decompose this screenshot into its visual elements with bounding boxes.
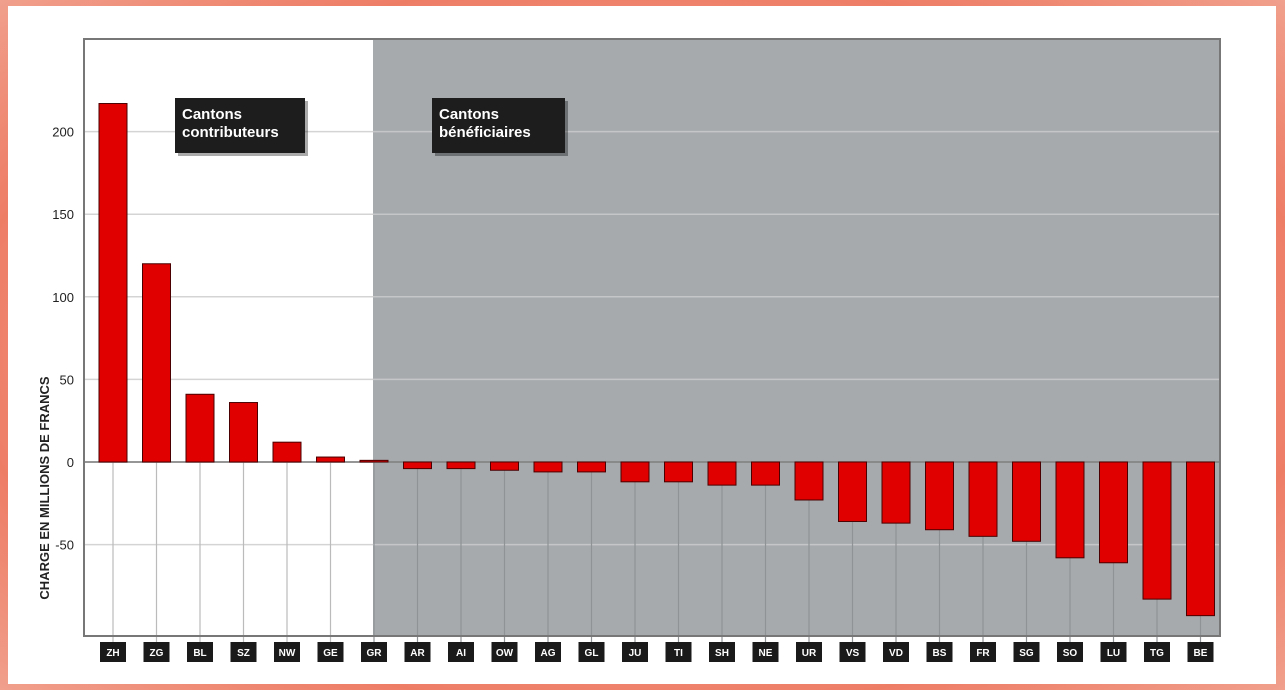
contributors-annotation [175, 98, 305, 153]
category-label-zh: ZH [106, 648, 119, 659]
bar-nw [272, 441, 302, 463]
bar-lu [1099, 461, 1128, 564]
y-tick-label: 200 [52, 125, 74, 140]
y-axis-label: CHARGE EN MILLIONS DE FRANCS [37, 376, 52, 600]
category-label-box [665, 642, 692, 662]
category-label-box [1013, 642, 1040, 662]
bar-ti [664, 461, 693, 483]
category-label-ur: UR [802, 648, 817, 659]
bar-zg [142, 263, 171, 463]
bar-ne [751, 461, 780, 486]
category-label-box [491, 642, 518, 662]
bar-sh [707, 461, 737, 486]
beneficiaries-annotation-line2: bénéficiaires [439, 124, 531, 141]
category-label-box [970, 642, 996, 662]
category-label-ti: TI [674, 648, 683, 659]
bar-ag [533, 461, 563, 473]
y-tick-label: 0 [67, 455, 74, 470]
bar-ur [794, 461, 824, 501]
category-label-box [187, 642, 213, 662]
category-label-box [1187, 642, 1214, 662]
category-label-nw: NW [279, 648, 296, 659]
category-label-ne: NE [759, 648, 773, 659]
beneficiaries-annotation-line1: Cantons [439, 106, 499, 123]
bar-ar [403, 461, 432, 470]
category-label-box [1057, 642, 1083, 662]
category-label-box [274, 642, 300, 662]
bar-vs [838, 461, 867, 522]
y-tick-label: 150 [52, 207, 74, 222]
category-label-box [926, 642, 953, 662]
category-label-box [752, 642, 779, 662]
bar-bs [925, 461, 954, 531]
category-label-box [404, 642, 431, 662]
category-label-bs: BS [933, 648, 947, 659]
category-label-box [448, 642, 474, 662]
category-label-tg: TG [1150, 648, 1164, 659]
category-label-gr: GR [367, 648, 383, 659]
bar-ju [620, 461, 650, 483]
category-label-vs: VS [846, 648, 860, 659]
category-label-box [883, 642, 909, 662]
category-label-box [317, 642, 344, 662]
category-label-ju: JU [629, 648, 642, 659]
bar-ge [316, 456, 345, 463]
category-label-box [578, 642, 605, 662]
y-tick-label: -50 [55, 538, 74, 553]
bar-gr [359, 459, 389, 463]
category-label-box [361, 642, 387, 662]
bar-zh [98, 103, 128, 463]
category-label-sg: SG [1019, 648, 1034, 659]
y-tick-label: 50 [60, 372, 74, 387]
category-label-gl: GL [585, 648, 599, 659]
chart-frame: 200 150 100 50 0 -50 CHARGE EN MILLIONS DE FRA… [8, 6, 1276, 684]
category-label-box [796, 642, 822, 662]
category-label-box [622, 642, 648, 662]
category-label-ar: AR [410, 648, 425, 659]
bar-sz [229, 402, 258, 463]
category-label-sh: SH [715, 648, 729, 659]
category-label-fr: FR [976, 648, 990, 659]
bar-so [1055, 461, 1085, 559]
bar-ow [490, 461, 519, 471]
plot-border [83, 38, 1221, 637]
bar-bl [185, 393, 215, 463]
contributors-annotation-line1: Cantons [182, 106, 242, 123]
category-label-lu: LU [1107, 648, 1120, 659]
category-label-vd: VD [889, 648, 903, 659]
category-label-bl: BL [193, 648, 206, 659]
bar-fr [968, 461, 998, 537]
category-label-box [230, 642, 257, 662]
category-label-zg: ZG [150, 648, 164, 659]
category-label-so: SO [1063, 648, 1078, 659]
beneficiaries-annotation [432, 98, 565, 153]
y-tick-label: 100 [52, 290, 74, 305]
category-label-ag: AG [541, 648, 556, 659]
bar-be [1186, 461, 1215, 617]
bar-gl [577, 461, 606, 473]
category-label-be: BE [1194, 648, 1208, 659]
category-label-box [709, 642, 735, 662]
bar-sg [1012, 461, 1041, 542]
category-label-box [535, 642, 561, 662]
category-label-box [1144, 642, 1170, 662]
bar-vd [881, 461, 911, 524]
category-label-box [143, 642, 170, 662]
category-label-box [100, 642, 126, 662]
bar-tg [1142, 461, 1172, 600]
category-label-box [1100, 642, 1127, 662]
bar-ai [446, 461, 476, 470]
category-label-ow: OW [496, 648, 514, 659]
contributors-annotation-line2: contributeurs [182, 124, 279, 141]
category-label-ai: AI [456, 648, 466, 659]
category-label-sz: SZ [237, 648, 250, 659]
category-label-box [839, 642, 866, 662]
category-label-ge: GE [323, 648, 338, 659]
